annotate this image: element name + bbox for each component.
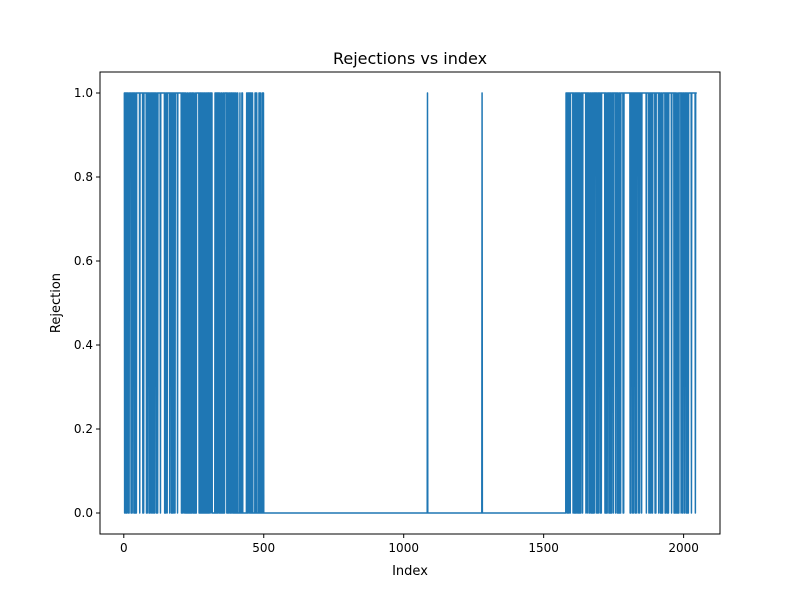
- x-axis-label: Index: [392, 564, 428, 579]
- series-line-rejections: [123, 92, 698, 514]
- x-tick-label: 500: [252, 541, 275, 555]
- chart-title: Rejections vs index: [333, 49, 487, 68]
- axes-frame: [99, 71, 721, 535]
- y-tick-label: 0.8: [74, 170, 93, 184]
- y-axis-label: Rejection: [49, 273, 64, 333]
- x-tick-label: 1500: [528, 541, 559, 555]
- plot-area: [123, 92, 698, 514]
- y-tick-label: 0.2: [74, 422, 93, 436]
- y-axis-ticks: 0.0 0.2 0.4 0.6 0.8 1.0: [74, 86, 100, 520]
- x-axis-ticks: 0 500 1000 1500 2000: [120, 534, 699, 555]
- y-tick-label: 1.0: [74, 86, 93, 100]
- x-tick-label: 0: [120, 541, 128, 555]
- y-tick-label: 0.4: [74, 338, 93, 352]
- y-tick-label: 0.0: [74, 506, 93, 520]
- y-tick-label: 0.6: [74, 254, 93, 268]
- x-tick-label: 1000: [388, 541, 419, 555]
- x-tick-label: 2000: [668, 541, 699, 555]
